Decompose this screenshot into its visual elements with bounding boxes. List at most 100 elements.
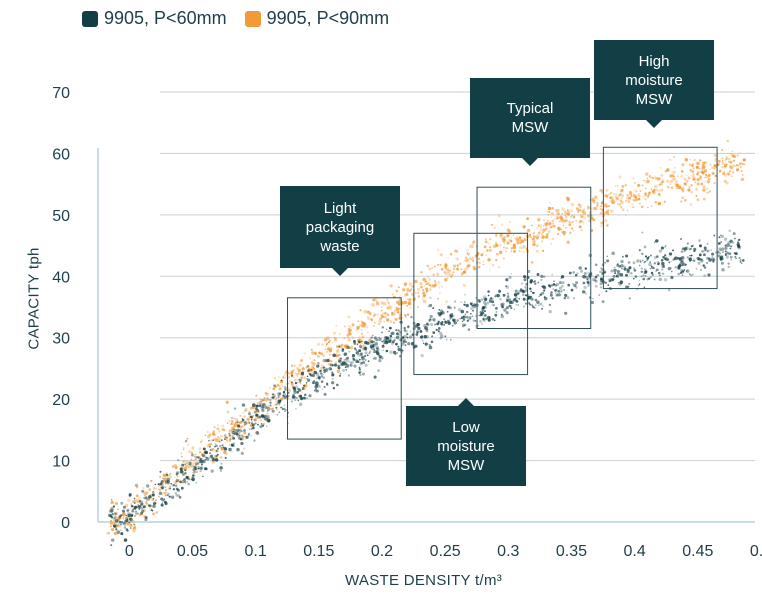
data-point <box>500 314 505 319</box>
data-point <box>230 422 234 425</box>
data-point <box>707 177 711 181</box>
data-point <box>223 447 228 451</box>
data-point <box>429 314 433 319</box>
data-point <box>649 276 652 279</box>
data-point <box>518 250 521 253</box>
data-point <box>721 247 725 251</box>
data-point <box>158 491 163 496</box>
data-point <box>228 439 232 442</box>
data-point <box>125 528 129 531</box>
data-point <box>120 523 123 526</box>
data-point <box>484 303 487 306</box>
data-point <box>273 394 276 397</box>
data-point <box>615 193 618 196</box>
data-point <box>680 270 685 274</box>
data-point <box>697 171 699 173</box>
data-point <box>599 211 603 215</box>
data-point <box>331 341 334 344</box>
data-point <box>182 446 185 449</box>
data-point <box>236 420 239 423</box>
data-point <box>184 472 187 475</box>
data-point <box>205 456 207 459</box>
data-point <box>668 288 671 292</box>
data-point <box>313 379 316 383</box>
data-point <box>607 193 610 196</box>
data-point <box>652 267 655 270</box>
data-point <box>372 324 376 327</box>
data-point <box>731 166 734 170</box>
data-point <box>549 285 552 288</box>
data-point <box>395 289 399 293</box>
data-point <box>713 167 716 170</box>
data-point <box>505 250 507 253</box>
data-point <box>191 462 195 466</box>
data-point <box>182 460 185 463</box>
data-point <box>639 260 642 263</box>
data-point <box>698 244 703 248</box>
data-point <box>178 496 182 499</box>
data-point <box>370 340 374 344</box>
data-point <box>419 330 423 333</box>
data-point <box>233 407 237 410</box>
data-point <box>463 323 467 327</box>
data-point <box>450 275 453 278</box>
data-point <box>347 374 351 377</box>
data-point <box>527 228 531 233</box>
data-point <box>599 207 602 210</box>
data-point <box>606 259 610 263</box>
data-point <box>610 196 614 200</box>
data-point <box>397 329 400 332</box>
data-point <box>690 274 693 277</box>
data-point <box>701 172 705 175</box>
data-point <box>244 409 247 412</box>
data-point <box>680 259 683 262</box>
data-point <box>406 325 410 328</box>
data-point <box>717 242 721 245</box>
data-point <box>570 215 572 218</box>
data-point <box>618 175 622 179</box>
data-point <box>288 379 292 383</box>
data-point <box>600 205 603 208</box>
data-point <box>174 484 178 487</box>
data-point <box>446 277 449 279</box>
data-point <box>306 375 309 378</box>
data-point <box>363 355 367 358</box>
data-point <box>357 320 360 323</box>
data-point <box>547 214 549 216</box>
data-point <box>609 200 612 203</box>
data-point <box>582 222 585 225</box>
data-point <box>222 446 225 448</box>
data-point <box>166 492 168 494</box>
data-point <box>324 368 328 373</box>
data-point <box>619 193 622 196</box>
data-point <box>662 180 665 183</box>
data-point <box>696 198 700 202</box>
data-point <box>179 469 184 474</box>
data-point <box>177 495 179 498</box>
data-point <box>215 450 218 452</box>
data-point <box>707 258 712 263</box>
data-point <box>291 395 296 399</box>
data-point <box>238 420 242 425</box>
data-point <box>339 374 341 377</box>
data-point <box>463 259 466 262</box>
data-point <box>614 195 618 199</box>
data-point <box>724 237 728 241</box>
data-point <box>184 482 187 484</box>
data-point <box>437 311 441 315</box>
data-point <box>370 346 373 349</box>
data-point <box>616 184 619 187</box>
data-point <box>378 336 380 339</box>
data-point <box>661 272 665 275</box>
data-point <box>661 264 665 269</box>
data-point <box>397 303 401 307</box>
data-point <box>397 345 400 348</box>
data-point <box>387 302 390 305</box>
data-point <box>277 376 280 378</box>
data-point <box>628 196 632 200</box>
data-point <box>132 500 136 503</box>
data-point <box>486 249 489 252</box>
data-point <box>487 318 491 322</box>
data-point <box>713 234 716 237</box>
